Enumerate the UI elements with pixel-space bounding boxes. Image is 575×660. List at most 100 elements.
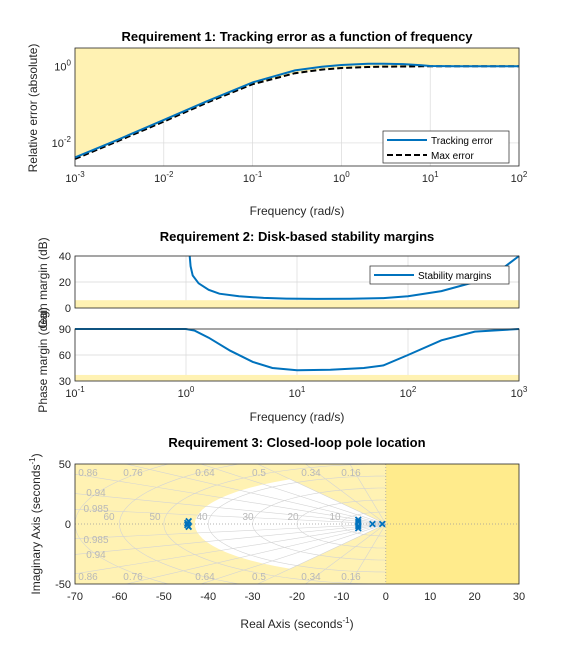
damping-label: 0.64 (195, 572, 215, 583)
y-axis-label: Relative error (absolute) (26, 44, 40, 173)
x-axis-label: Frequency (rad/s) (250, 410, 345, 424)
chart-title: Requirement 2: Disk-based stability marg… (160, 229, 435, 244)
pole-marker (354, 524, 362, 532)
tick-label: -50 (156, 591, 172, 603)
damping-ray (75, 508, 386, 525)
tick-label: 40 (59, 251, 71, 263)
chart-tracking-error: Requirement 1: Tracking error as a funct… (26, 29, 528, 218)
tick-label: 102 (400, 385, 417, 400)
damping-label: 0.94 (86, 550, 106, 561)
phase-plot-frame (74, 328, 520, 382)
chart-title: Requirement 3: Closed-loop pole location (168, 435, 425, 450)
tick-label: 100 (178, 385, 195, 400)
plot-frame (74, 47, 520, 167)
tick-label: 30 (513, 591, 525, 603)
damping-ray (124, 464, 386, 525)
frequency-label: 20 (287, 512, 299, 523)
margin-bound-region (75, 374, 519, 381)
chart-pole-location: Requirement 3: Closed-loop pole location… (28, 435, 525, 631)
damping-label: 0.94 (86, 488, 106, 499)
legend-entry-tracking: Tracking error (431, 136, 494, 147)
damping-ray (349, 523, 387, 584)
damping-label: 0.34 (301, 572, 321, 583)
tick-label: -50 (55, 579, 71, 591)
legend-entry-margins: Stability margins (418, 271, 491, 282)
tick-label: -70 (67, 591, 83, 603)
damping-ray (75, 493, 386, 525)
chart-title: Requirement 1: Tracking error as a funct… (121, 29, 473, 44)
frequency-label: 40 (196, 512, 208, 523)
series-line-margin (75, 328, 520, 372)
x-axis-label: Real Axis (seconds-1) (240, 616, 353, 631)
tick-label: -40 (200, 591, 216, 603)
tick-label: 10-2 (52, 135, 72, 150)
tick-label: -10 (333, 591, 349, 603)
tick-label: 10-3 (65, 170, 85, 185)
damping-ray (75, 523, 386, 540)
damping-ray (349, 464, 387, 525)
damping-label: 0.86 (78, 468, 98, 479)
pole-marker (369, 520, 376, 528)
tick-label: 100 (333, 170, 350, 185)
pole-marker (354, 516, 362, 524)
series-line-margin (188, 255, 520, 300)
tick-label: 30 (59, 376, 71, 388)
tick-label: 90 (59, 324, 71, 336)
pole-marker (378, 520, 386, 528)
damping-ray (75, 473, 386, 525)
tick-label: 103 (511, 385, 528, 400)
tick-label: 0 (65, 519, 71, 531)
damping-label: 0.16 (341, 468, 361, 479)
damping-ray (256, 523, 386, 584)
tick-label: 20 (468, 591, 480, 603)
damping-ray (75, 523, 386, 575)
damping-label: 0.16 (341, 572, 361, 583)
legend: Stability margins (369, 265, 510, 285)
tick-label: 60 (59, 350, 71, 362)
tick-label: 10 (424, 591, 436, 603)
tick-label: 10-2 (154, 170, 174, 185)
tick-label: 100 (54, 58, 71, 73)
pole-marker (185, 517, 193, 525)
damping-label: 0.64 (195, 468, 215, 479)
gain-y-axis-label: Gain margin (dB) (36, 237, 50, 328)
pole-marker (354, 522, 362, 530)
damping-ray (305, 464, 386, 525)
frequency-label: 10 (329, 512, 341, 523)
damping-ray (199, 523, 386, 584)
legend-entry-max: Max error (431, 151, 474, 162)
damping-ray (199, 464, 386, 525)
tick-label: -60 (111, 591, 127, 603)
plot-frame (74, 463, 520, 585)
damping-label: 0.5 (252, 468, 266, 479)
frequency-label: 50 (149, 512, 161, 523)
tick-label: 10-1 (243, 170, 263, 185)
tick-label: 101 (289, 385, 306, 400)
pole-marker (185, 523, 193, 531)
series-line-max-error (74, 65, 519, 160)
x-axis-label: Frequency (rad/s) (250, 204, 345, 218)
tick-label: 0 (65, 303, 71, 315)
tick-label: 102 (511, 170, 528, 185)
damping-label: 0.76 (123, 572, 143, 583)
damping-ray (124, 523, 386, 584)
damping-ray (305, 523, 386, 584)
damping-label: 0.5 (252, 572, 266, 583)
y-axis-label: Imaginary Axis (seconds-1) (28, 453, 43, 594)
phase-y-axis-label: Phase margin (deg) (36, 307, 50, 412)
tick-label: -30 (245, 591, 261, 603)
series-line-tracking-error (74, 62, 519, 159)
tick-label: 20 (59, 277, 71, 289)
damping-label: 0.985 (83, 535, 108, 546)
damping-label: 0.985 (83, 504, 108, 515)
chart-stability-margins: Requirement 2: Disk-based stability marg… (36, 229, 528, 424)
error-bound-region (75, 48, 519, 159)
frequency-label: 60 (103, 512, 115, 523)
tick-label: 0 (383, 591, 389, 603)
legend: Tracking error Max error (382, 130, 510, 164)
frequency-arc (119, 464, 241, 584)
margin-bound-region (75, 300, 519, 308)
damping-label: 0.76 (123, 468, 143, 479)
tick-label: 10-1 (65, 385, 85, 400)
damping-label: 0.86 (78, 572, 98, 583)
